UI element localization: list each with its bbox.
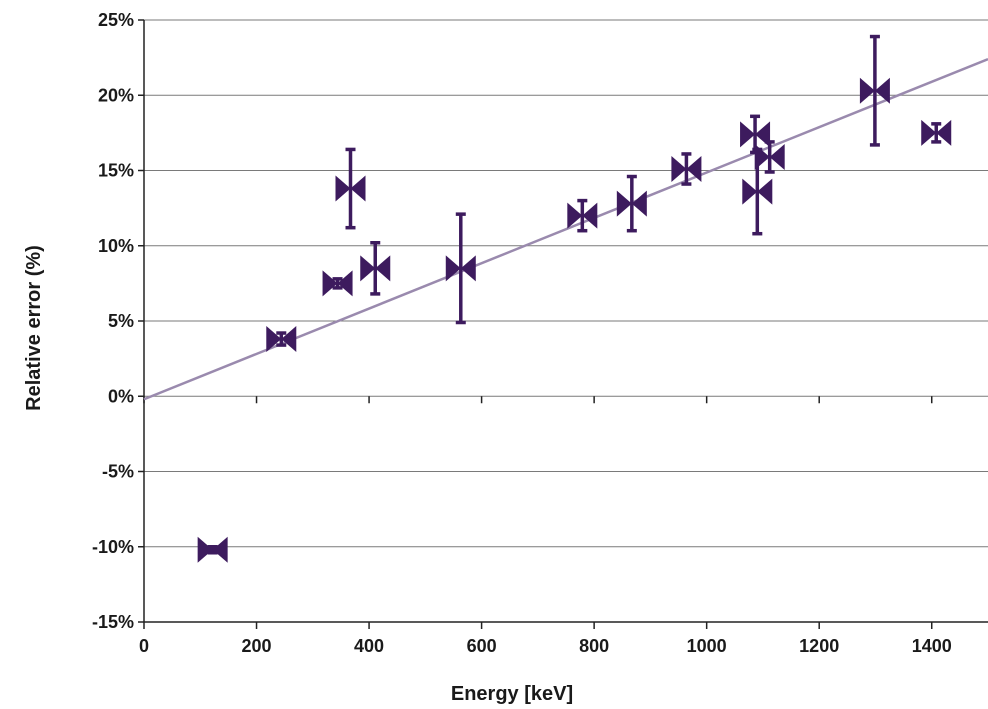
point-marker-shape [671,155,702,182]
x-tick-label: 1000 [687,636,727,656]
point-marker-shape [616,190,647,217]
gridlines [144,19,988,548]
trendline [143,57,988,401]
y-tick-label: 0% [108,386,134,406]
data-point [859,34,890,147]
data-point [671,152,702,186]
data-point [360,240,391,296]
y-tick-labels: -15% -10% -5% 0% 5% 10% 15% 20% 25% [92,10,134,632]
y-tick-label: 20% [98,85,134,105]
x-axis-title: Energy [keV] [451,683,573,705]
y-tick-label: 10% [98,236,134,256]
data-point [266,326,297,353]
point-marker-shape [567,202,598,229]
point-marker-shape [740,121,771,148]
point-marker-shape [360,255,391,282]
y-tick-label: 5% [108,311,134,331]
point-marker-shape [742,178,773,205]
trendline-layer [143,57,988,401]
data-point [567,198,598,233]
x-tick-label: 200 [242,636,272,656]
data-point [445,212,476,325]
y-tick-label: -15% [92,612,134,632]
y-tick-label: 15% [98,161,134,181]
x-tick-label: 1200 [799,636,839,656]
y-tick-label: 25% [98,10,134,30]
y-tick-label: -5% [102,462,134,482]
x-tick-label: 600 [467,636,497,656]
point-marker-shape [921,119,952,146]
y-tick-label: -10% [92,537,134,557]
x-tick-label: 0 [139,636,149,656]
point-marker-shape [445,255,476,282]
data-point [754,140,785,174]
point-marker-shape [322,270,353,297]
point-marker-shape [197,536,228,563]
point-marker-shape [266,326,297,353]
data-point [197,536,228,563]
x-tick-label: 800 [579,636,609,656]
x-tick-labels: 0 200 400 600 800 1000 1200 1400 [139,636,952,656]
data-point [322,270,353,297]
data-point [921,119,952,146]
y-axis-title: Relative error (%) [23,245,45,411]
point-marker-shape [335,175,366,202]
tick-marks [138,19,933,629]
point-marker-shape [754,143,785,170]
x-tick-label: 1400 [912,636,952,656]
data-point [616,174,647,233]
point-marker-shape [859,77,890,104]
data-point [335,147,366,230]
x-tick-label: 400 [354,636,384,656]
data-points [197,34,952,563]
